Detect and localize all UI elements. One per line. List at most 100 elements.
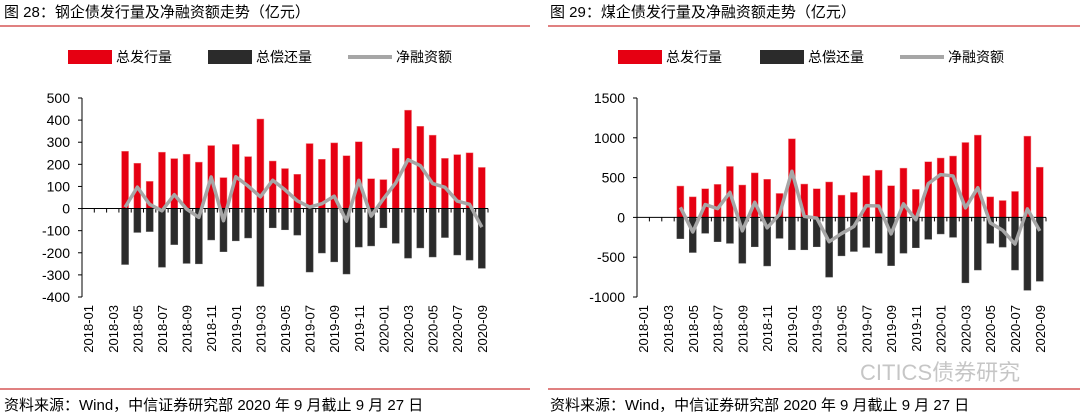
bar-issuance <box>195 161 203 209</box>
x-tick-label: 2020-01 <box>934 305 949 353</box>
y-tick-label: -100 <box>42 223 70 239</box>
bar-issuance <box>355 141 363 209</box>
plot-coal: 1500 1000 500 0 -500 -1000 2018-01 2018-03 2018-… <box>589 90 1048 353</box>
legend-label-issuance: 总发行量 <box>116 49 172 65</box>
x-tick-label: 2019-09 <box>327 305 342 353</box>
x-tick-label: 2019-03 <box>253 305 268 353</box>
bar-repayment <box>899 217 908 254</box>
x-tick-label: 2020-09 <box>1033 305 1048 353</box>
x-tick-label: 2020-03 <box>401 305 416 353</box>
y-tick-label: 200 <box>47 156 71 172</box>
bar-repayment <box>256 208 265 287</box>
bar-repayment <box>936 217 945 235</box>
x-tick-label: 2018-09 <box>180 305 195 353</box>
x-tick-label: 2019-05 <box>835 305 850 353</box>
bar-issuance <box>738 184 747 218</box>
bar-repayment <box>158 208 166 268</box>
bar-repayment <box>713 217 722 242</box>
bar-issuance <box>170 158 179 209</box>
bar-repayment <box>701 217 709 234</box>
plot-steel: 500 400 300 200 100 0 -100 -200 -300 -400 2018-01 2… <box>42 90 490 353</box>
y-tick-label: -400 <box>42 289 70 305</box>
x-tick-label: 2020-03 <box>958 305 973 353</box>
y-tick-label: 500 <box>602 170 626 186</box>
bar-repayment <box>355 208 363 248</box>
bar-repayment <box>416 208 425 249</box>
x-tick-label: 2019-01 <box>229 305 244 353</box>
bar-repayment <box>244 208 252 239</box>
bar-repayment <box>825 217 833 278</box>
x-tick-label: 2018-07 <box>155 305 170 353</box>
y-tick-label: 400 <box>47 112 71 128</box>
watermark: CITICS债券研究 <box>860 360 1020 385</box>
bar-repayment <box>404 208 412 259</box>
y-tick-label: -500 <box>597 249 625 265</box>
bar-repayment <box>453 208 461 256</box>
bar-issuance <box>478 167 486 209</box>
bar-issuance <box>763 179 771 218</box>
bar-repayment <box>305 208 314 273</box>
chart-title-left: 图 28：钢企债发行量及净融资额走势（亿元） <box>4 3 310 21</box>
bar-issuance <box>305 143 314 209</box>
legend-label-repayment: 总偿还量 <box>808 49 864 65</box>
x-tick-label: 2018-01 <box>636 305 651 353</box>
y-tick-label: 500 <box>47 90 71 106</box>
x-tick-label: 2020-05 <box>983 305 998 353</box>
bar-issuance <box>219 177 228 209</box>
bar-repayment <box>726 217 734 244</box>
x-tick-label: 2019-07 <box>303 305 318 353</box>
x-tick-label: 2019-11 <box>909 305 924 352</box>
x-tick-label: 2018-09 <box>735 305 750 353</box>
bar-issuance <box>441 158 449 209</box>
bar-repayment <box>961 217 970 284</box>
bar-repayment <box>293 208 302 236</box>
y-tick-label: 0 <box>62 201 70 217</box>
bar-repayment <box>379 208 388 229</box>
bar-issuance <box>713 184 722 218</box>
bar-issuance <box>936 157 945 218</box>
x-tick-label: 2020-01 <box>376 305 391 353</box>
legend-swatch-repayment <box>760 50 804 64</box>
bar-repayment <box>170 208 179 245</box>
legend-left: 总发行量 总偿还量 净融资额 <box>68 49 452 65</box>
bar-repayment <box>145 208 154 232</box>
x-tick-label: 2018-05 <box>130 305 145 353</box>
y-tick-label: 300 <box>47 134 71 150</box>
bar-issuance <box>428 134 437 209</box>
y-tick-label: 100 <box>47 178 71 194</box>
bar-issuance <box>974 134 982 218</box>
bar-issuance <box>1036 166 1044 218</box>
bar-issuance <box>887 185 895 218</box>
bar-repayment <box>121 208 129 265</box>
legend-label-repayment: 总偿还量 <box>256 49 312 65</box>
bar-repayment <box>478 208 486 269</box>
bar-repayment <box>133 208 142 233</box>
bar-issuance <box>1023 135 1032 218</box>
y-tick-label: -300 <box>42 267 70 283</box>
bar-repayment <box>775 217 784 239</box>
y-tick-label: 1500 <box>594 90 625 106</box>
legend-swatch-issuance <box>618 50 662 64</box>
bar-issuance <box>182 153 191 209</box>
y-tick-label: 1000 <box>594 130 625 146</box>
x-tick-label: 2020-05 <box>426 305 441 353</box>
x-tick-label: 2020-09 <box>475 305 490 353</box>
bar-repayment <box>676 217 685 239</box>
bar-issuance <box>998 200 1007 218</box>
bar-repayment <box>912 217 920 248</box>
bar-repayment <box>874 217 883 254</box>
bar-issuance <box>465 152 474 209</box>
bar-repayment <box>441 208 449 238</box>
bar-repayment <box>924 217 933 240</box>
x-tick-label: 2018-11 <box>760 305 775 352</box>
x-tick-label: 2018-03 <box>106 305 121 353</box>
bar-repayment <box>232 208 240 242</box>
bar-repayment <box>1023 217 1032 291</box>
bar-repayment <box>207 208 215 241</box>
x-tick-label: 2020-07 <box>450 305 465 353</box>
x-tick-label: 2018-07 <box>711 305 726 353</box>
bar-issuance <box>837 194 846 218</box>
y-tick-label: -1000 <box>589 289 625 305</box>
